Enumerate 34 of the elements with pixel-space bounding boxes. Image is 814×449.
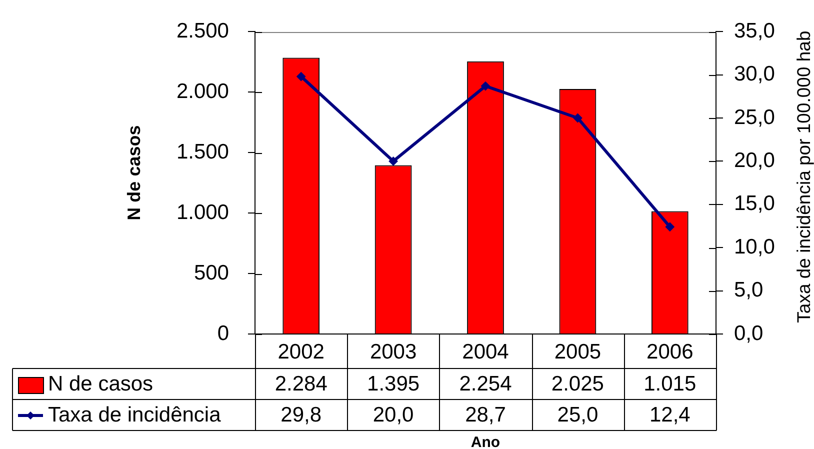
data-label: 1.395 (367, 372, 420, 396)
data-label: 20,0 (372, 403, 414, 426)
y-tick-label: 2.000 (176, 80, 229, 103)
y-tick-label: 0 (217, 322, 229, 345)
y2-tick-label: 35,0 (734, 19, 775, 42)
y-tick-label: 2.500 (176, 19, 229, 42)
data-label: 25,0 (557, 403, 598, 426)
y2-axis-title: Taxa de incidência por 100.000 hab (793, 30, 814, 323)
legend-label: N de casos (48, 372, 154, 396)
y-tick-label: 500 (194, 261, 229, 284)
x-tick-label: 2003 (370, 340, 417, 364)
x-tick-label: 2005 (554, 340, 602, 364)
data-label: 2.254 (459, 372, 512, 396)
data-label: 28,7 (465, 403, 506, 426)
data-label: 2.025 (551, 372, 604, 396)
y2-tick-label: 0,0 (734, 322, 764, 345)
y2-tick-label: 30,0 (734, 62, 775, 86)
x-axis-title: Ano (470, 434, 500, 449)
y-tick-label: 1.500 (176, 140, 229, 164)
legend-label: Taxa de incidência (48, 403, 222, 426)
y2-tick-label: 25,0 (734, 106, 775, 129)
y2-tick-label: 5,0 (734, 278, 764, 302)
y2-tick-label: 10,0 (734, 235, 775, 258)
y2-tick-label: 20,0 (734, 148, 775, 172)
x-tick-label: 2004 (462, 340, 510, 364)
data-label: 1.015 (644, 372, 696, 396)
data-label: 2.284 (274, 372, 328, 396)
data-label: 12,4 (649, 403, 691, 426)
data-label: 29,8 (280, 403, 322, 426)
y2-tick-label: 15,0 (734, 192, 775, 216)
y-tick-label: 1.000 (176, 200, 229, 224)
y-axis-title: N de casos (124, 125, 144, 220)
x-tick-label: 2006 (646, 340, 694, 364)
x-tick-label: 2002 (278, 340, 324, 364)
